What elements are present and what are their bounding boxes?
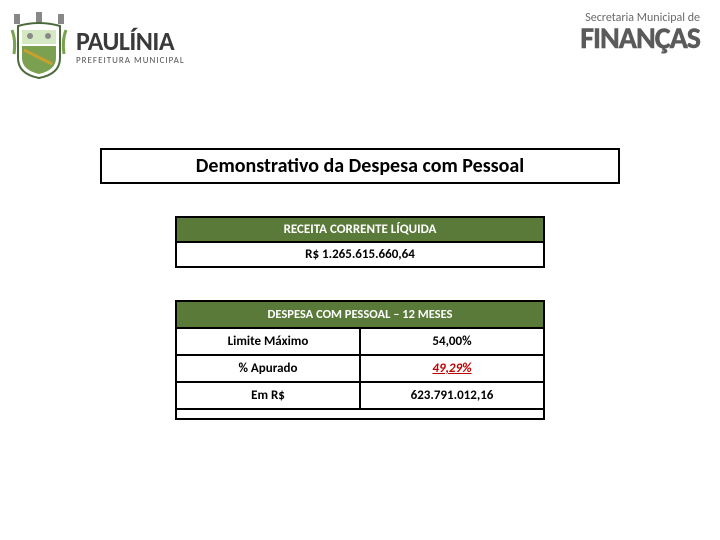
table-row-label: Limite Máximo	[176, 328, 360, 355]
table-row-value: 623.791.012,16	[360, 382, 544, 409]
content-area: Demonstrativo da Despesa com Pessoal REC…	[0, 88, 720, 420]
empty-row	[176, 409, 544, 419]
secretaria-line2: FINANÇAS	[580, 24, 700, 54]
city-name: PAULÍNIA	[76, 28, 185, 54]
city-subtitle: PREFEITURA MUNICIPAL	[76, 56, 185, 65]
city-name-block: PAULÍNIA PREFEITURA MUNICIPAL	[76, 28, 185, 65]
table-row-label: Em R$	[176, 382, 360, 409]
table-row-value: 54,00%	[360, 328, 544, 355]
despesa-table: DESPESA COM PESSOAL – 12 MESES Limite Má…	[175, 300, 545, 420]
table-row-label: % Apurado	[176, 355, 360, 382]
page-title: Demonstrativo da Despesa com Pessoal	[100, 148, 620, 184]
city-crest-icon	[10, 12, 68, 80]
table-row-value: 49,29%	[360, 355, 544, 382]
receita-value: R$ 1.265.615.660,64	[176, 242, 544, 267]
secretaria-block: Secretaria Municipal de FINANÇAS	[580, 12, 700, 54]
page-header: PAULÍNIA PREFEITURA MUNICIPAL Secretaria…	[0, 0, 720, 88]
receita-table: RECEITA CORRENTE LÍQUIDA R$ 1.265.615.66…	[175, 216, 545, 268]
logo-block: PAULÍNIA PREFEITURA MUNICIPAL	[10, 12, 185, 80]
despesa-header: DESPESA COM PESSOAL – 12 MESES	[176, 301, 544, 328]
receita-header: RECEITA CORRENTE LÍQUIDA	[176, 217, 544, 242]
